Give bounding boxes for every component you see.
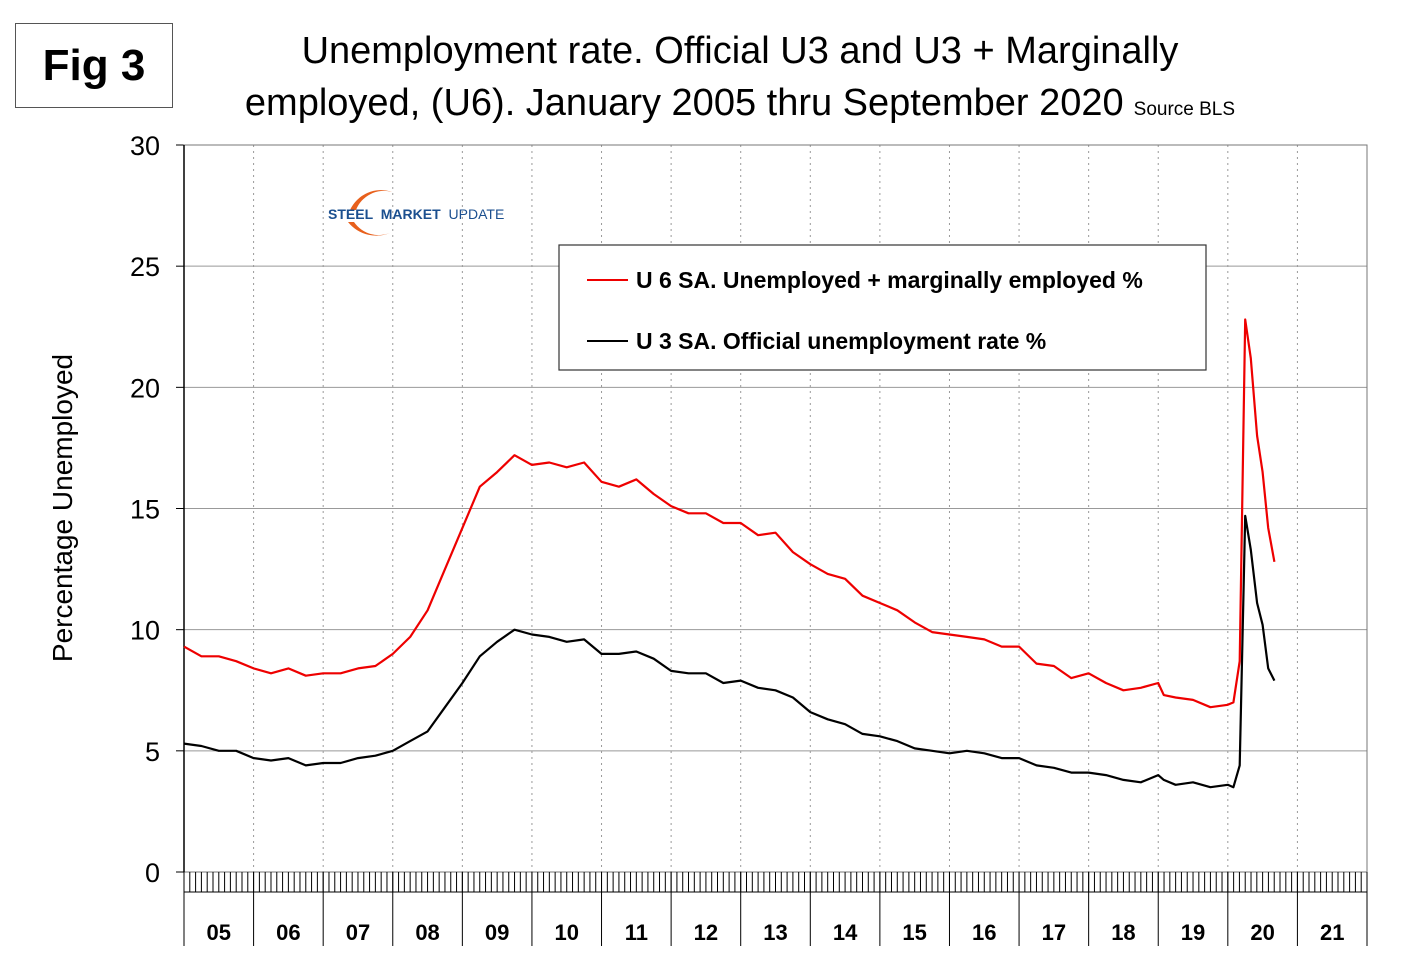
legend-box [558, 244, 1207, 371]
y-tick-label: 15 [130, 495, 160, 525]
x-year-label: 16 [972, 920, 996, 945]
chart-title-text-2: employed, (U6). January 2005 thru Septem… [244, 82, 1124, 124]
legend-label-u3: U 3 SA. Official unemployment rate % [636, 328, 1046, 354]
x-year-label: 10 [554, 920, 578, 945]
y-tick-label: 0 [145, 858, 160, 888]
y-tick-label: 25 [130, 252, 160, 282]
logo-swoosh-orange [350, 190, 392, 210]
x-year-label: 17 [1042, 920, 1066, 945]
logo-text-steel: STEEL [328, 206, 374, 222]
x-year-label: 06 [276, 920, 300, 945]
y-tick-labels: 0 5 10 15 20 25 30 [130, 131, 160, 888]
x-year-label: 11 [625, 920, 648, 945]
source-note: Source BLS [1133, 99, 1236, 120]
logo-text-update: UPDATE [449, 206, 505, 222]
series-line-u6 [183, 318, 1276, 709]
x-year-label: 15 [902, 920, 926, 945]
figure-label: Fig 3 [15, 23, 173, 108]
steel-market-update-logo: STEEL MARKET UPDATE [328, 190, 504, 236]
series-line-u3 [183, 514, 1276, 789]
y-tick-label: 5 [145, 737, 160, 767]
legend: U 6 SA. Unemployed + marginally employed… [558, 244, 1207, 371]
x-year-label: 07 [346, 920, 370, 945]
logo-text-market: MARKET [381, 206, 441, 222]
x-year-label: 12 [694, 920, 718, 945]
x-year-label: 09 [485, 920, 509, 945]
x-year-label: 05 [207, 920, 231, 945]
x-year-label: 08 [415, 920, 439, 945]
series-lines [183, 318, 1276, 789]
x-year-label: 18 [1111, 920, 1135, 945]
chart-title-line-2: employed, (U6). January 2005 thru Septem… [195, 82, 1285, 125]
logo-text: STEEL MARKET UPDATE [328, 206, 504, 222]
x-year-label: 13 [763, 920, 787, 945]
chart-title-line-1: Unemployment rate. Official U3 and U3 + … [195, 30, 1285, 73]
y-tick-label: 10 [130, 616, 160, 646]
y-tick-label: 30 [130, 131, 160, 161]
legend-label-u6: U 6 SA. Unemployed + marginally employed… [636, 267, 1143, 293]
x-month-ticks [183, 872, 1368, 893]
chart-title-text-1: Unemployment rate. Official U3 and U3 + … [301, 30, 1179, 72]
x-year-label: 21 [1320, 920, 1344, 945]
logo-swoosh-orange-lower [348, 222, 392, 236]
x-year-label: 20 [1250, 920, 1274, 945]
y-axis-label: Percentage Unemployed [47, 354, 78, 662]
x-year-label: 19 [1181, 920, 1205, 945]
y-tick-label: 20 [130, 373, 160, 403]
x-year-labels: 05 06 07 08 09 10 11 12 13 14 15 16 17 18 19 20 21 [183, 872, 1368, 946]
x-year-label: 14 [833, 920, 858, 945]
